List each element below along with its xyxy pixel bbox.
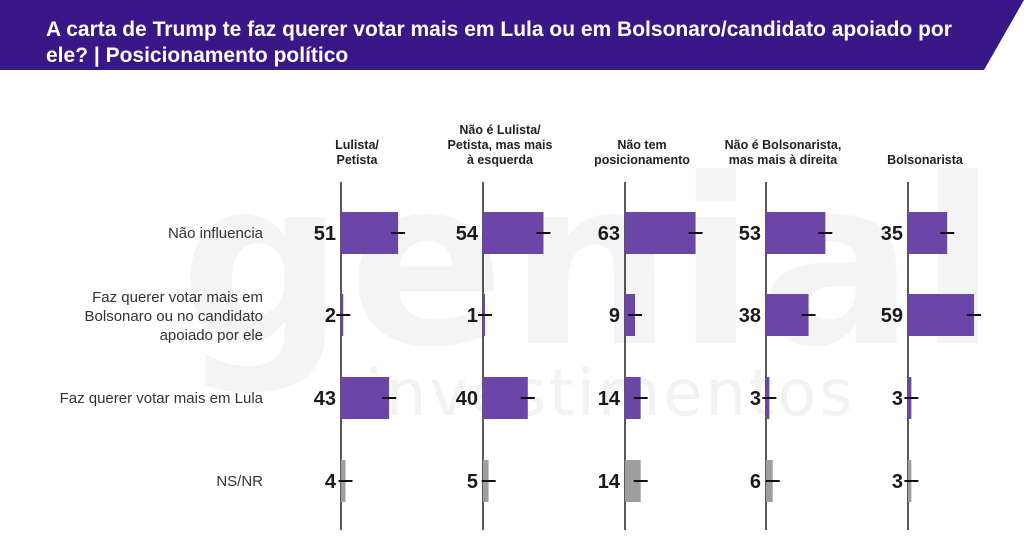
row-label-1: Não influencia (167, 225, 263, 242)
chart-title: A carta de Trump te faz querer votar mai… (46, 18, 952, 67)
row-label-4: NS/NR (216, 473, 263, 490)
column-header-line: Lulista/ (335, 138, 379, 152)
data-label: 3 (750, 388, 761, 410)
bar (766, 212, 826, 254)
data-label: 54 (456, 223, 479, 245)
row-label-3: Faz querer votar mais em Lula (59, 390, 263, 407)
data-label: 1 (467, 305, 478, 327)
data-label: 9 (609, 305, 620, 327)
data-label: 14 (598, 388, 621, 410)
data-label: 3 (892, 388, 903, 410)
column-header-line: Petista, mas mais (447, 138, 553, 152)
column-header-line: Bolsonarista (887, 153, 963, 167)
column-header-line: à esquerda (466, 153, 533, 167)
data-label: 6 (750, 471, 761, 493)
bar (625, 460, 641, 502)
column-header-1: Lulista/Petista (287, 138, 427, 168)
data-label: 2 (325, 305, 336, 327)
data-label: 4 (325, 471, 337, 493)
row-label-2: Faz querer votar mais em Bolsonaro ou no… (84, 289, 263, 344)
data-label: 5 (467, 471, 478, 493)
data-label: 53 (739, 223, 761, 245)
bar (625, 212, 696, 254)
data-label: 59 (881, 305, 903, 327)
column-header-5: Bolsonarista (855, 153, 995, 168)
data-label: 14 (598, 471, 621, 493)
column-header-line: Não tem (617, 138, 667, 152)
column-header-line: Não é Lulista/ (459, 123, 541, 137)
bar (625, 377, 641, 419)
column-header-line: Petista (336, 153, 378, 167)
data-label: 40 (456, 388, 478, 410)
bar (341, 212, 399, 254)
bar (483, 377, 528, 419)
data-label: 3 (892, 471, 903, 493)
bar (908, 294, 975, 336)
column-header-3: Não tem posicionamento (572, 138, 712, 168)
data-label: 38 (739, 305, 761, 327)
column-header-line: mas mais à direita (728, 153, 838, 167)
header-bar: A carta de Trump te faz querer votar mai… (0, 0, 1024, 70)
bar (766, 294, 809, 336)
column-header-line: Não é Bolsonarista, (724, 138, 842, 152)
column-header-line: posicionamento (594, 153, 690, 167)
bar (483, 212, 544, 254)
column-header-4: Não é Bolsonarista, mas mais à direita (713, 138, 853, 168)
data-label: 35 (881, 223, 903, 245)
data-label: 63 (598, 223, 620, 245)
bar (341, 377, 390, 419)
data-label: 43 (314, 388, 336, 410)
data-label: 51 (314, 223, 336, 245)
column-header-2: Não é Lulista/Petista, mas mais à esquerd… (430, 123, 570, 168)
